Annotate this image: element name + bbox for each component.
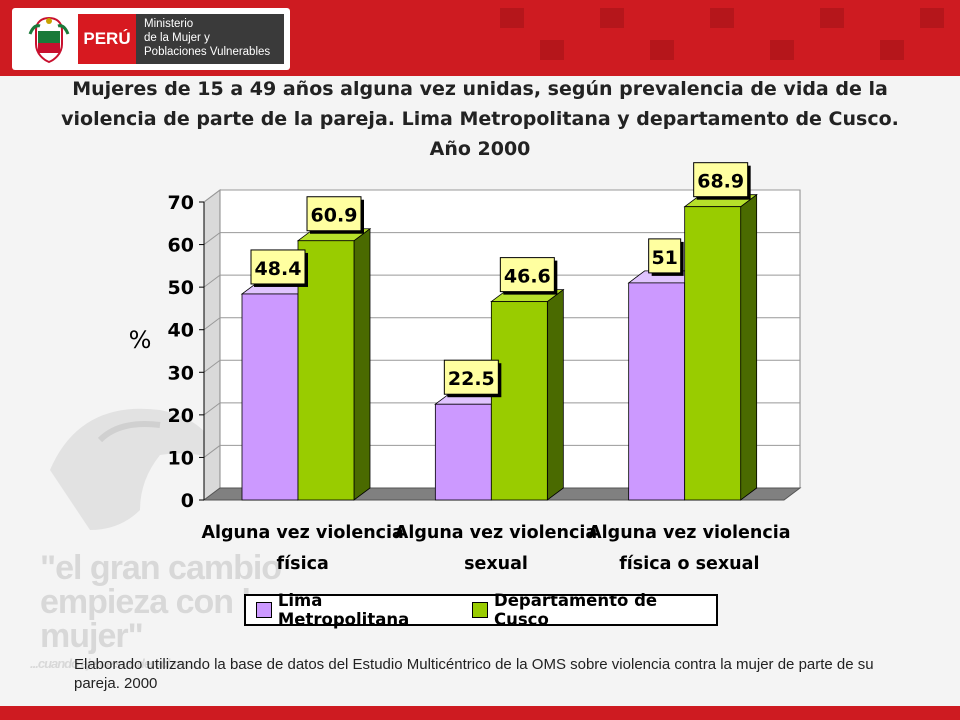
- campaign-hat-illustration: [50, 408, 220, 530]
- bar: [434, 403, 492, 501]
- header-pattern: [500, 8, 944, 60]
- country-label: PERÚ: [78, 14, 136, 64]
- ministry-line: Poblaciones Vulnerables: [144, 46, 271, 58]
- gridline: [203, 444, 800, 458]
- data-label: 68.9: [697, 171, 744, 193]
- y-axis-label: %: [129, 326, 152, 354]
- watermark-tagline: ...cuando ejerce sus derechos ...: [30, 656, 198, 671]
- x-tick-label: sexual: [464, 554, 528, 574]
- legend-swatch: [256, 602, 272, 618]
- gridline: [203, 189, 800, 203]
- coat-of-arms-icon: [28, 16, 70, 64]
- legend-swatch: [472, 602, 488, 618]
- y-tick-label: 40: [168, 320, 194, 342]
- gridline: [203, 402, 800, 416]
- x-tick-label: Alguna vez violencia: [201, 523, 403, 543]
- data-label-box: [250, 249, 306, 285]
- x-tick-label: física: [277, 554, 329, 574]
- y-tick-label: 20: [168, 405, 194, 427]
- bar-side: [353, 227, 371, 501]
- bar: [490, 301, 548, 501]
- y-tick-label: 50: [168, 277, 194, 299]
- bar: [241, 293, 299, 501]
- data-label: 51: [651, 247, 677, 269]
- data-label: 22.5: [448, 368, 495, 390]
- y-tick-label: 0: [181, 490, 194, 512]
- watermark-line: "el gran cambio: [40, 549, 282, 587]
- y-tick-label: 30: [168, 362, 194, 384]
- x-tick-label: Alguna vez violencia: [588, 523, 790, 543]
- x-tick-label: Alguna vez violencia: [395, 523, 597, 543]
- bar: [628, 282, 686, 501]
- y-tick-label: 10: [168, 447, 194, 469]
- data-label-box: [306, 196, 362, 232]
- bar: [684, 206, 742, 501]
- gridline: [203, 274, 800, 288]
- source-note: Elaborado utilizando la base de datos de…: [74, 656, 874, 692]
- data-label-box: [648, 238, 682, 274]
- gridline: [203, 317, 800, 331]
- bar-side: [546, 288, 564, 501]
- data-label: 60.9: [311, 205, 358, 227]
- ministry-line: de la Mujer y: [144, 32, 210, 44]
- watermark: "el gran cambio empieza con la mujer" ..…: [20, 380, 320, 680]
- bar-side: [740, 193, 758, 501]
- ministry-line: Ministerio: [144, 18, 194, 30]
- data-label: 46.6: [504, 266, 551, 288]
- legend-label: Departamento de Cusco: [494, 591, 658, 629]
- plot-side-wall: [203, 189, 221, 501]
- legend-item-lima: Lima Metropolitana: [246, 591, 458, 629]
- watermark-line: empieza con la: [40, 583, 269, 621]
- data-label-box: [499, 257, 555, 293]
- y-tick-label: 60: [168, 235, 194, 257]
- ministry-logo: PERÚ Ministerio de la Mujer y Poblacione…: [12, 8, 290, 70]
- legend-label: Lima Metropolitana: [277, 591, 410, 629]
- header-bar: PERÚ Ministerio de la Mujer y Poblacione…: [0, 0, 960, 76]
- x-tick-label: física o sexual: [619, 554, 759, 574]
- gridline: [203, 359, 800, 373]
- gridline: [203, 232, 800, 245]
- data-label-box: [693, 162, 749, 198]
- watermark-line: mujer": [40, 617, 144, 655]
- data-label-box: [443, 359, 499, 395]
- ministry-name: Ministerio de la Mujer y Poblaciones Vul…: [136, 14, 284, 64]
- chart-legend: Lima Metropolitana Departamento de Cusco: [244, 591, 718, 629]
- footer-bar: [0, 706, 960, 720]
- chart-title: Mujeres de 15 a 49 años alguna vez unida…: [61, 78, 899, 160]
- y-tick-label: 70: [168, 192, 194, 214]
- legend-item-cusco: Departamento de Cusco: [462, 591, 716, 629]
- data-label: 48.4: [255, 258, 302, 280]
